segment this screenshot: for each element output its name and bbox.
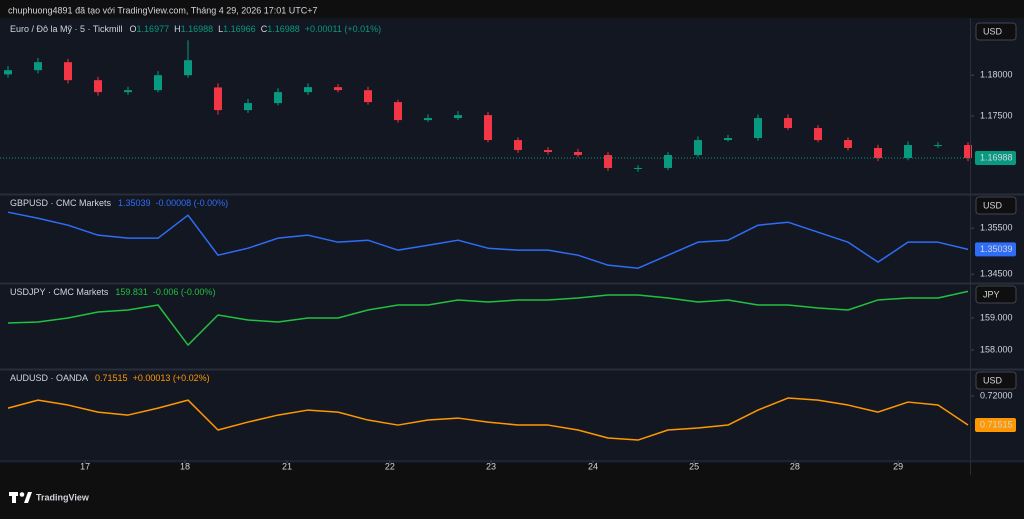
y-tick-label: 1.18000 [980, 70, 1013, 80]
candle-body [64, 62, 72, 81]
pane-legend: GBPUSD · CMC Markets 1.35039 -0.00008 (-0.… [10, 198, 228, 208]
brand: TradingView [36, 492, 90, 502]
pane-legend: USDJPY · CMC Markets 159.831 -0.006 (-0.00… [10, 287, 215, 297]
y-tick-label: 1.34500 [980, 269, 1013, 279]
candle-body [754, 118, 762, 139]
y-tick-label: 1.35500 [980, 223, 1013, 233]
legend-value: 1.16988 [267, 24, 300, 34]
legend-title: USDJPY · CMC Markets [10, 287, 109, 297]
candle-body [814, 128, 822, 141]
price-label-box [975, 242, 1016, 257]
currency-button [975, 196, 1017, 215]
legend-title: AUDUSD · OANDA [10, 373, 88, 383]
candle-body [214, 87, 222, 111]
legend-change: +0.00011 (+0.01%) [305, 24, 381, 34]
pane-legend: Euro / Đô la Mỹ · 5 · Tickmill O1.16977 H1… [10, 24, 381, 34]
pane-legend: AUDUSD · OANDA 0.71515 +0.00013 (+0.02%) [10, 373, 210, 383]
legend-value: 159.831 [115, 287, 148, 297]
y-tick-label: 1.17500 [980, 110, 1013, 120]
candle-body [274, 92, 282, 104]
currency-label: USD [983, 26, 1003, 36]
candle-body [364, 90, 372, 103]
candle-body [394, 102, 402, 121]
candle-body [124, 90, 132, 93]
legend-value: 0.71515 [95, 373, 128, 383]
price-line [7, 211, 969, 269]
x-tick-label: 18 [180, 461, 190, 471]
candle-body [334, 87, 342, 91]
legend-change: -0.00008 (-0.00%) [156, 198, 229, 208]
x-tick-label: 24 [588, 461, 598, 471]
candle-body [694, 140, 702, 156]
price-label-box [975, 150, 1016, 165]
candle-body [514, 140, 522, 151]
y-tick-label: 158.000 [980, 344, 1013, 354]
candle-body [244, 103, 252, 111]
candle-body [844, 140, 852, 148]
legend-title: Euro / Đô la Mỹ · 5 · Tickmill [10, 24, 123, 34]
price-label: 0.71515 [980, 419, 1013, 429]
candle-body [604, 155, 612, 168]
legend-value: 1.16977 [137, 24, 170, 34]
price-label: 1.35039 [980, 244, 1013, 254]
candle-body [544, 150, 552, 153]
legend-value: 1.16966 [223, 24, 256, 34]
price-label-box [975, 418, 1016, 433]
legend-field: L [218, 24, 223, 34]
candle-body [664, 155, 672, 168]
currency-label: JPY [983, 289, 1000, 299]
panes: 1.18000 1.17500 1.16988 Euro / Đô la Mỹ · 5… [0, 18, 1024, 475]
currency-button [975, 22, 1017, 41]
logo [9, 492, 32, 503]
candle-body [964, 145, 972, 158]
legend-value: 1.35039 [118, 198, 151, 208]
candle-body [934, 145, 942, 147]
x-tick-label: 23 [486, 461, 496, 471]
currency-label: USD [983, 375, 1003, 385]
legend-value: 1.16988 [181, 24, 214, 34]
legend-title: GBPUSD · CMC Markets [10, 198, 112, 208]
candle-body [454, 115, 462, 119]
plot-background [0, 18, 970, 463]
candle-body [34, 62, 42, 71]
y-tick-label: 159.000 [980, 312, 1013, 322]
x-tick-label: 28 [790, 461, 800, 471]
price-line [7, 397, 969, 441]
candle-body [784, 118, 792, 129]
candle-body [424, 118, 432, 121]
x-tick-label: 22 [385, 461, 395, 471]
y-tick-label: 0.72000 [980, 390, 1013, 400]
candle-body [724, 138, 732, 141]
legend-field: H [174, 24, 181, 34]
legend-field: C [261, 24, 268, 34]
candle-body [634, 167, 642, 169]
x-tick-label: 17 [80, 461, 90, 471]
caption: chuphuong4891 đã tạo với TradingView.com… [8, 5, 318, 15]
price-label: 1.16988 [980, 152, 1013, 162]
currency-button [975, 285, 1017, 304]
candle-body [904, 145, 912, 158]
legend-change: -0.006 (-0.00%) [153, 287, 216, 297]
candle-body [154, 75, 162, 91]
candle-body [304, 87, 312, 93]
legend-change: +0.00013 (+0.02%) [133, 373, 210, 383]
candle-body [94, 80, 102, 93]
candle-body [574, 152, 582, 156]
currency-button [975, 371, 1017, 390]
currency-label: USD [983, 200, 1003, 210]
price-line [7, 290, 969, 346]
x-tick-label: 29 [893, 461, 903, 471]
candle-body [874, 148, 882, 158]
x-tick-label: 25 [689, 461, 699, 471]
candle-body [184, 60, 192, 76]
legend-field: O [130, 24, 137, 34]
candle-body [4, 70, 12, 75]
x-tick-label: 21 [282, 461, 292, 471]
candle-body [484, 115, 492, 141]
